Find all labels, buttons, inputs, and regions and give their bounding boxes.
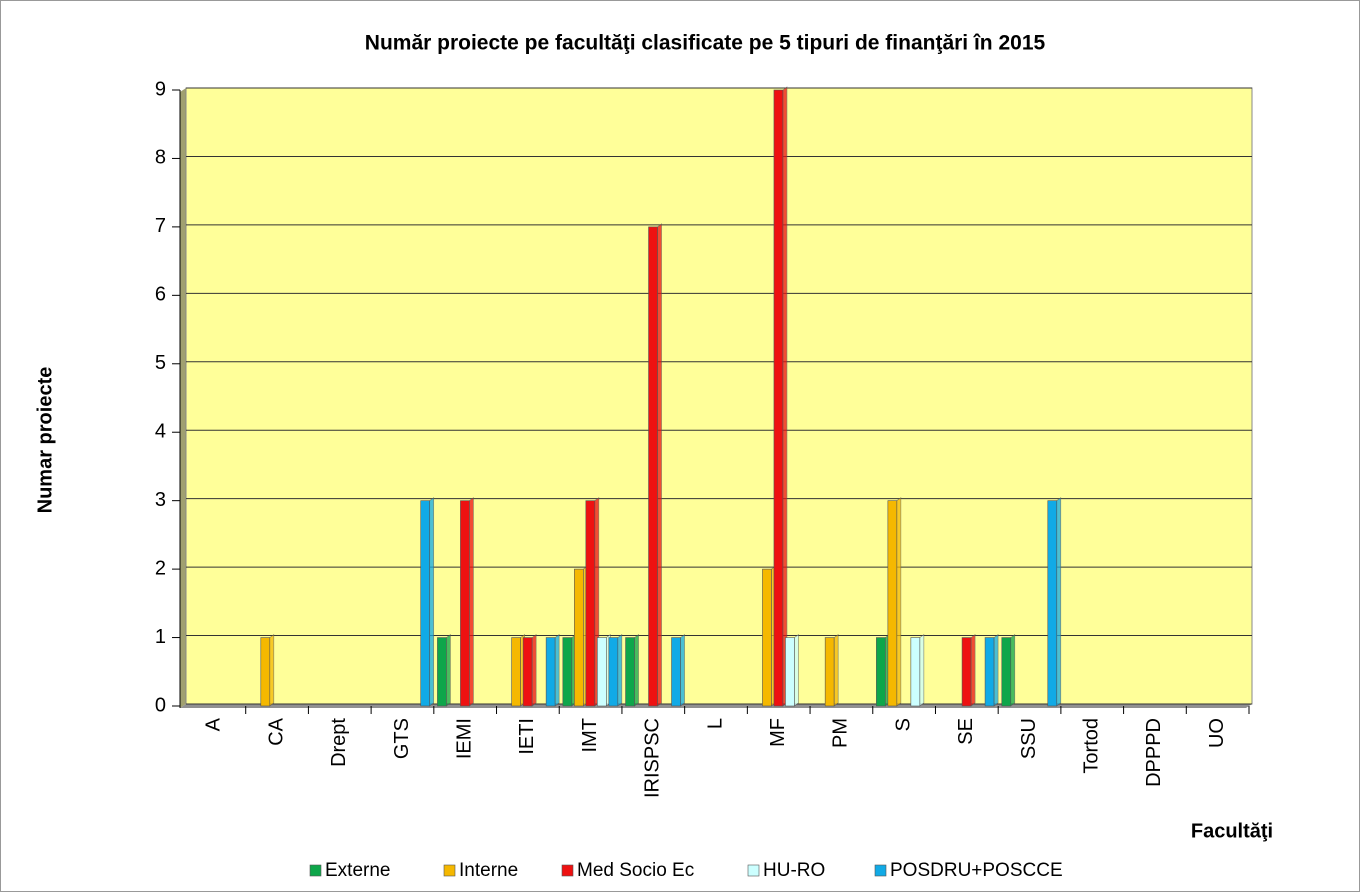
bar xyxy=(1001,637,1012,707)
x-tick-label: IEMI xyxy=(453,718,475,759)
y-tick-label: 9 xyxy=(155,78,166,100)
x-tick-label: PM xyxy=(830,718,852,748)
bar-side xyxy=(429,497,435,707)
bar-side xyxy=(833,633,839,707)
x-tick-label: L xyxy=(704,718,726,729)
x-tick-label: A xyxy=(203,717,225,731)
legend-swatch xyxy=(309,864,322,877)
bar-side xyxy=(919,633,925,707)
y-axis-title: Numar proiecte xyxy=(34,367,56,514)
x-tick-label: MF xyxy=(767,718,789,747)
bar xyxy=(671,637,681,707)
bar xyxy=(608,637,619,707)
bar-side xyxy=(680,633,685,707)
bar xyxy=(648,226,658,707)
bar xyxy=(876,637,886,707)
x-tick-label: SSU xyxy=(1018,718,1040,759)
legend-label: POSDRU+POSCCE xyxy=(890,860,1063,881)
bar xyxy=(597,637,607,707)
bar xyxy=(785,637,795,707)
legend-label: Externe xyxy=(325,860,390,881)
bar xyxy=(260,637,271,707)
y-tick-label: 5 xyxy=(155,352,166,374)
side-wall xyxy=(180,88,186,708)
y-tick-label: 0 xyxy=(155,694,166,716)
bar xyxy=(762,568,772,707)
floor xyxy=(180,704,1252,708)
x-tick-label: GTS xyxy=(391,718,413,759)
x-tick-label: Drept xyxy=(328,718,350,767)
bar-side xyxy=(617,633,623,707)
bar xyxy=(562,637,573,707)
x-tick-label: DPPPD xyxy=(1143,718,1165,787)
x-tick-label: SE xyxy=(955,718,977,745)
legend-swatch xyxy=(561,864,574,877)
bar xyxy=(625,637,635,707)
bar xyxy=(824,637,835,707)
bar xyxy=(984,637,995,707)
x-tick-label: CA xyxy=(265,717,287,745)
bar-side xyxy=(1056,497,1062,707)
bar xyxy=(773,89,784,707)
bar-side xyxy=(1010,633,1016,707)
legend-label: Interne xyxy=(459,860,518,881)
legend-swatch xyxy=(874,864,887,877)
bar-side xyxy=(634,633,639,707)
bar xyxy=(545,637,556,707)
bar-side xyxy=(896,497,902,707)
bar-side xyxy=(782,86,788,707)
legend: Externe Interne Med Socio Ec HU-RO POSDRU+PO… xyxy=(309,860,1063,881)
y-tick-label: 8 xyxy=(155,147,166,169)
y-tick-label: 1 xyxy=(155,626,166,648)
bar-side xyxy=(970,633,976,707)
y-tick-label: 7 xyxy=(155,215,166,237)
bar xyxy=(961,637,972,707)
legend-label: HU-RO xyxy=(763,860,825,881)
y-tick-label: 3 xyxy=(155,489,166,511)
y-tick-label: 6 xyxy=(155,284,166,306)
legend-swatch xyxy=(747,864,760,877)
bar-side xyxy=(446,633,451,707)
bar-side xyxy=(554,633,560,707)
bar xyxy=(585,500,596,707)
plot-area xyxy=(185,87,1253,705)
y-tick-label: 4 xyxy=(155,421,166,443)
bar-side xyxy=(993,633,999,707)
bar xyxy=(522,637,533,707)
bar-side xyxy=(531,633,537,707)
x-tick-label: S xyxy=(892,718,914,731)
bar-side xyxy=(469,497,474,707)
bar xyxy=(460,500,470,707)
x-tick-label: IMT xyxy=(579,718,601,752)
bar xyxy=(887,500,898,707)
bar xyxy=(511,637,521,707)
chart-title: Număr proiecte pe facultăţi clasificate … xyxy=(365,32,1046,55)
bar xyxy=(437,637,447,707)
bar xyxy=(420,500,431,707)
x-tick-label: UO xyxy=(1206,718,1228,748)
x-tick-label: IRISPSC xyxy=(642,718,664,798)
bar xyxy=(910,637,921,707)
x-tick-label: IETI xyxy=(516,718,538,755)
bar-side xyxy=(657,223,662,707)
y-tick-label: 2 xyxy=(155,557,166,579)
bar-side xyxy=(794,633,799,707)
bar-side xyxy=(269,633,275,707)
legend-swatch xyxy=(443,864,456,877)
bar xyxy=(1047,500,1058,707)
x-tick-label: Tortod xyxy=(1081,718,1103,774)
bar xyxy=(574,568,584,707)
x-axis-title: Facultăţi xyxy=(1191,820,1273,842)
legend-label: Med Socio Ec xyxy=(577,860,694,881)
